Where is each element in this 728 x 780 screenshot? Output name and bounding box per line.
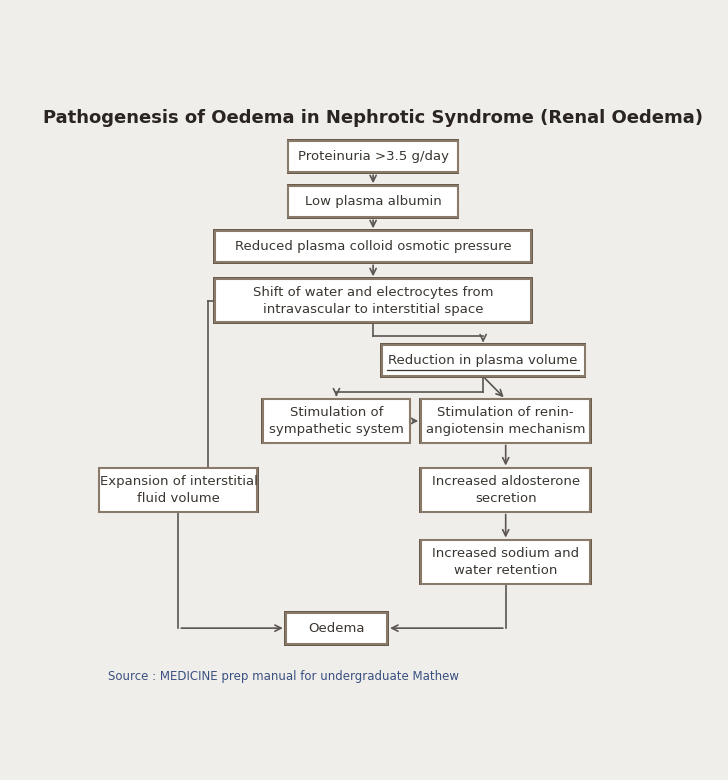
FancyBboxPatch shape bbox=[287, 140, 459, 174]
FancyBboxPatch shape bbox=[288, 141, 458, 172]
Text: Reduced plasma colloid osmotic pressure: Reduced plasma colloid osmotic pressure bbox=[235, 240, 511, 254]
FancyBboxPatch shape bbox=[421, 541, 590, 583]
FancyBboxPatch shape bbox=[419, 398, 592, 445]
Text: Reduction in plasma volume: Reduction in plasma volume bbox=[389, 354, 578, 367]
Text: Stimulation of renin-
angiotensin mechanism: Stimulation of renin- angiotensin mechan… bbox=[426, 406, 585, 436]
FancyBboxPatch shape bbox=[284, 611, 389, 646]
FancyBboxPatch shape bbox=[288, 186, 458, 218]
FancyBboxPatch shape bbox=[213, 229, 533, 264]
Text: Expansion of interstitial
fluid volume: Expansion of interstitial fluid volume bbox=[100, 475, 258, 505]
Text: Pathogenesis of Oedema in Nephrotic Syndrome (Renal Oedema): Pathogenesis of Oedema in Nephrotic Synd… bbox=[43, 108, 703, 126]
FancyBboxPatch shape bbox=[215, 279, 531, 322]
FancyBboxPatch shape bbox=[419, 539, 592, 586]
FancyBboxPatch shape bbox=[213, 278, 533, 324]
Text: Stimulation of
sympathetic system: Stimulation of sympathetic system bbox=[269, 406, 404, 436]
FancyBboxPatch shape bbox=[381, 346, 585, 377]
Text: Shift of water and electrocytes from
intravascular to interstitial space: Shift of water and electrocytes from int… bbox=[253, 285, 494, 316]
FancyBboxPatch shape bbox=[263, 399, 410, 442]
FancyBboxPatch shape bbox=[419, 466, 592, 513]
FancyBboxPatch shape bbox=[100, 468, 258, 512]
Text: Increased aldosterone
secretion: Increased aldosterone secretion bbox=[432, 475, 579, 505]
Text: Oedema: Oedema bbox=[308, 622, 365, 635]
FancyBboxPatch shape bbox=[421, 468, 590, 512]
Text: Low plasma albumin: Low plasma albumin bbox=[305, 195, 441, 208]
FancyBboxPatch shape bbox=[421, 399, 590, 442]
FancyBboxPatch shape bbox=[98, 466, 259, 513]
FancyBboxPatch shape bbox=[215, 231, 531, 262]
Text: Proteinuria >3.5 g/day: Proteinuria >3.5 g/day bbox=[298, 151, 448, 163]
FancyBboxPatch shape bbox=[261, 398, 411, 445]
FancyBboxPatch shape bbox=[285, 612, 387, 644]
Text: Source : MEDICINE prep manual for undergraduate Mathew: Source : MEDICINE prep manual for underg… bbox=[108, 670, 459, 683]
FancyBboxPatch shape bbox=[380, 343, 586, 378]
FancyBboxPatch shape bbox=[287, 184, 459, 219]
Text: Increased sodium and
water retention: Increased sodium and water retention bbox=[432, 547, 579, 577]
